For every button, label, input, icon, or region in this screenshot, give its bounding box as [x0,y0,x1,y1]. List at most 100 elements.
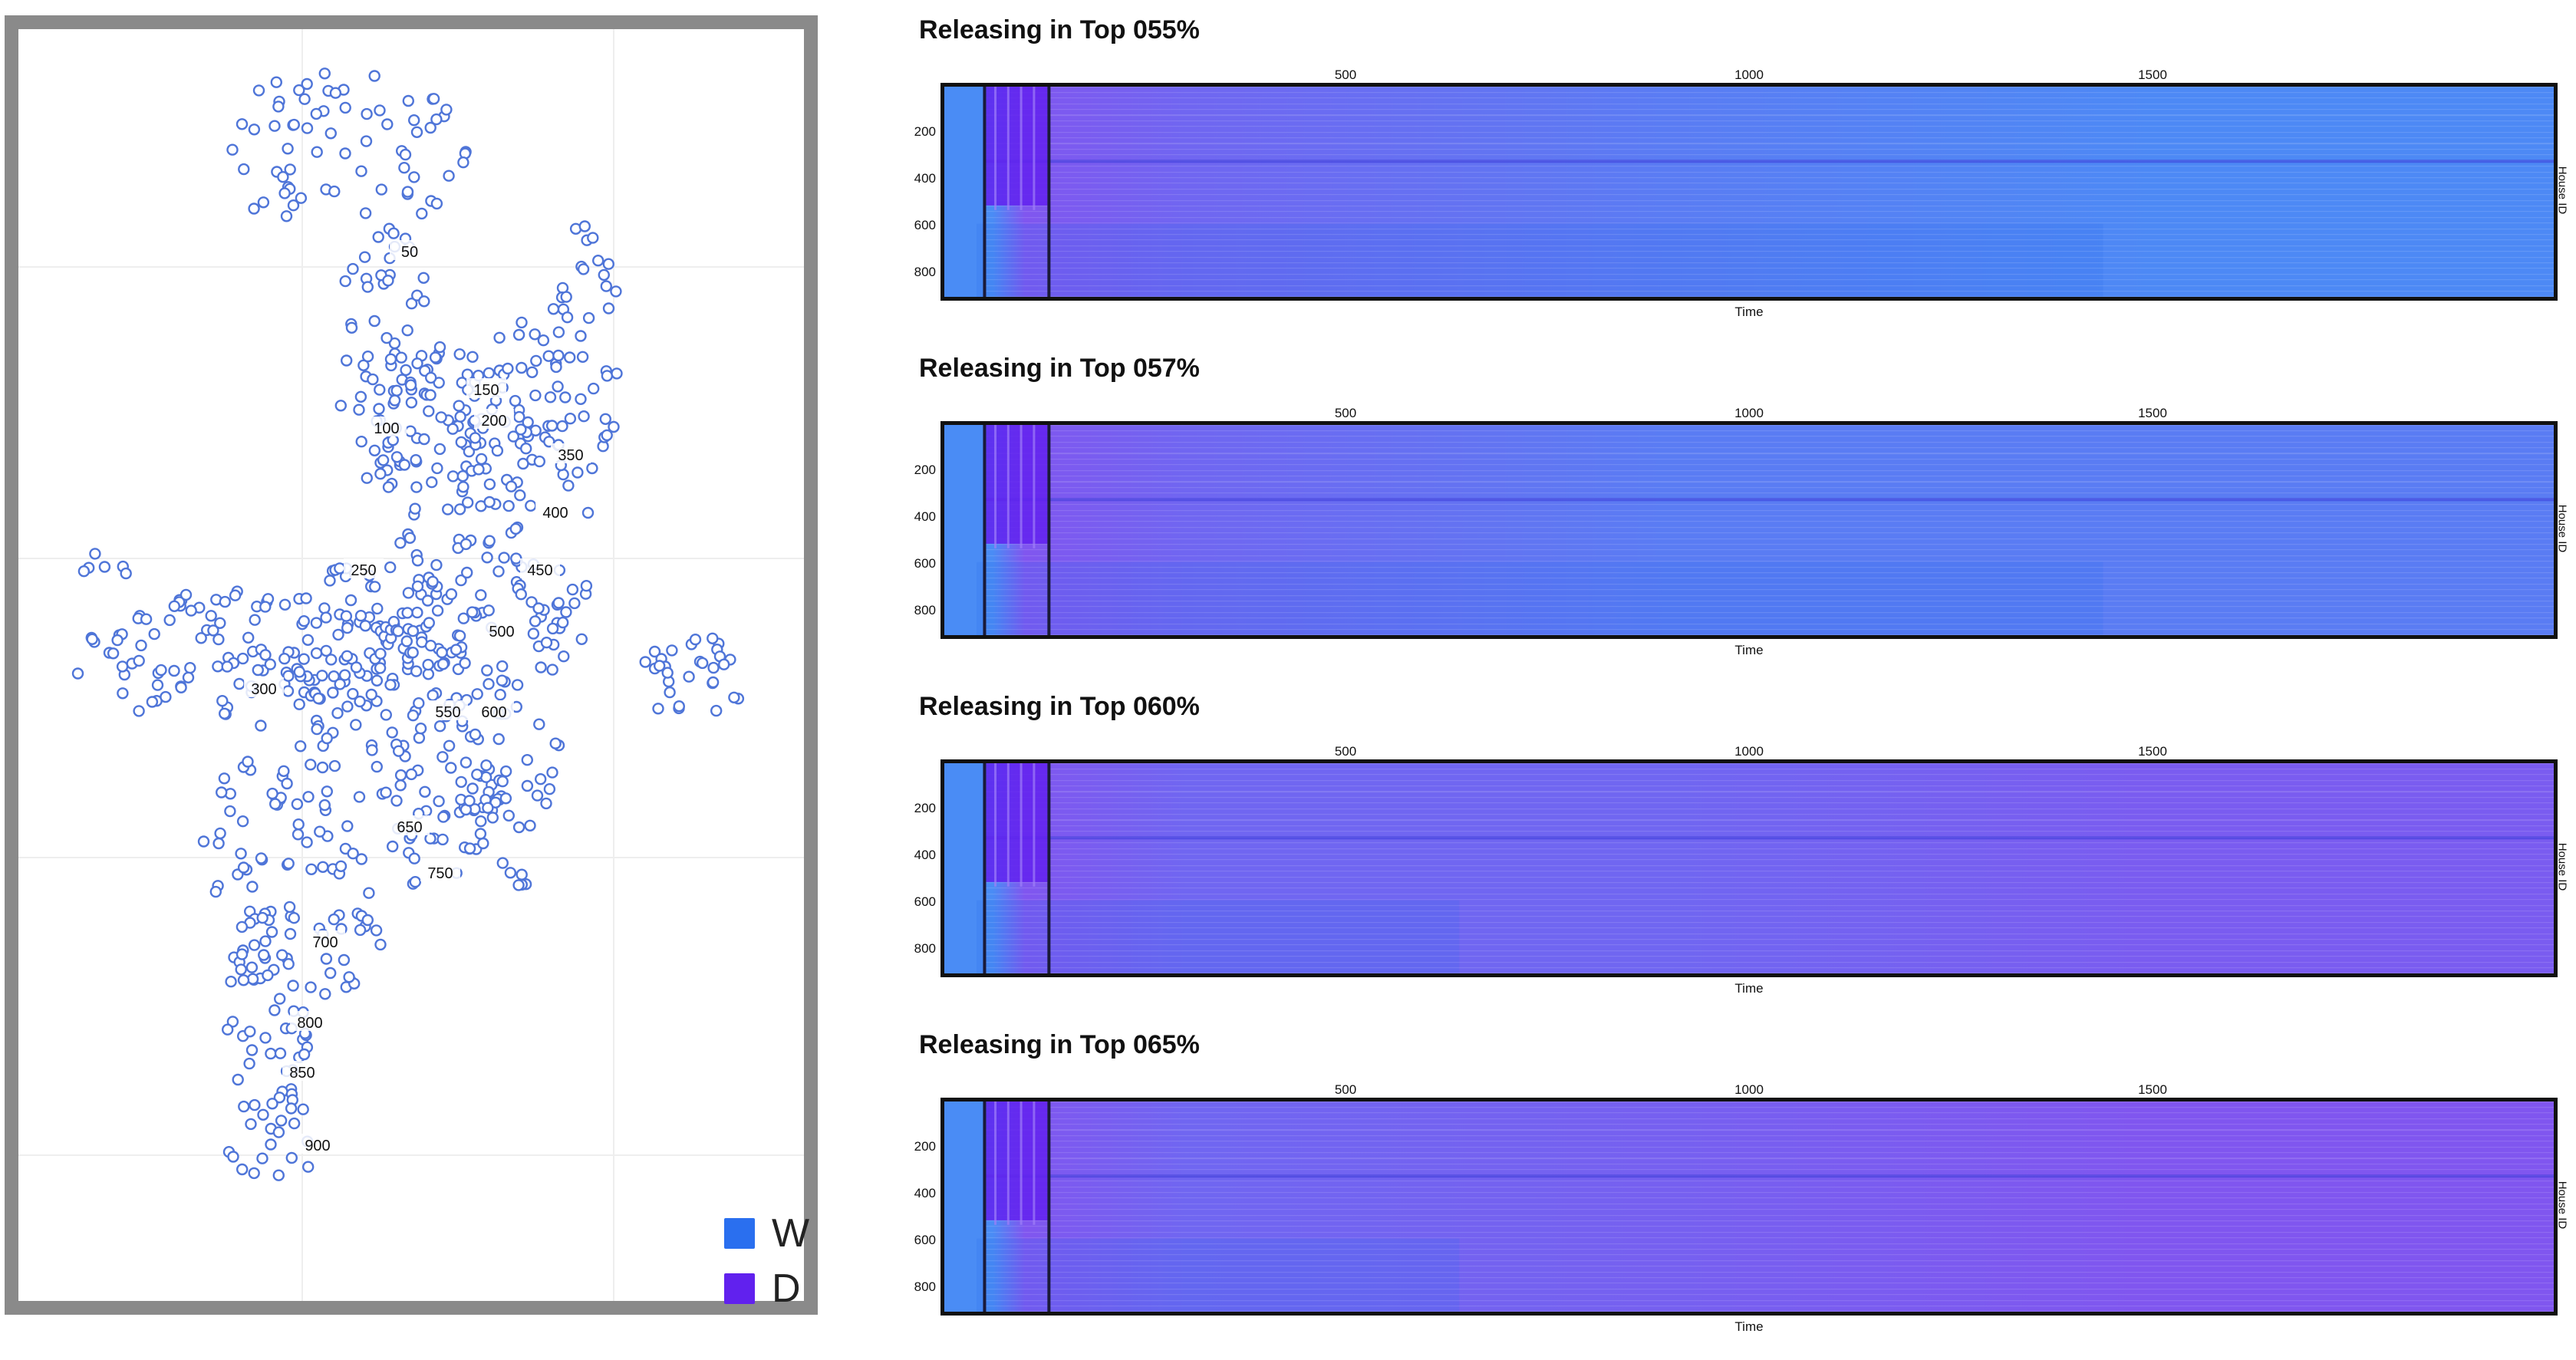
y-tick-800: 800 [914,1279,936,1294]
house-point [225,975,237,988]
house-point [542,350,555,362]
time-marker [983,425,987,635]
house-point [429,351,442,364]
house-point [86,633,98,645]
house-point [421,594,434,607]
row-band [984,257,2554,258]
house-point [586,462,598,475]
house-point [537,334,550,347]
house-point [402,94,414,107]
house-map-scatter: 50 100 150 200 250 300 350 400 450 500 550 600 650 70… [18,29,804,1301]
row-band [984,549,2554,551]
house-point [334,860,348,873]
house-point [504,867,517,879]
house-label: 200 [474,409,514,430]
house-point [282,670,295,682]
heatmap-canvas [944,763,2554,973]
row-band [984,956,2554,957]
row-band [984,1147,2554,1148]
house-point [728,691,740,703]
x-tick-500: 500 [1334,68,1357,82]
house-point [395,351,407,364]
y-tick-400: 400 [914,509,936,524]
house-point [338,953,351,966]
y-tick-400: 400 [914,171,936,186]
house-point [359,620,371,632]
house-label: 900 [298,1134,338,1154]
house-point [525,499,537,512]
house-point [521,779,534,792]
house-point [398,161,410,174]
heatmap-canvas [944,425,2554,635]
house-point [305,759,317,771]
house-point [226,143,239,156]
house-point [416,207,428,220]
house-point [287,980,299,992]
house-point [274,1047,287,1059]
row-band [984,584,2554,585]
house-point [354,695,366,708]
house-point [374,647,387,660]
y-tick-600: 600 [914,218,936,232]
house-point [535,661,547,673]
row-band [984,1112,2554,1114]
house-point [117,687,129,700]
house-point [343,971,355,983]
house-point [422,658,434,671]
row-band [984,447,2554,449]
row-band [984,177,2554,179]
row-band [984,962,2554,963]
house-point [291,798,304,810]
house-point [285,1102,298,1115]
house-point [363,887,375,899]
house-point [354,924,367,937]
house-point [270,76,282,88]
svg-text:700: 700 [312,934,338,951]
x-axis-label: Time [1734,643,1764,657]
house-point [361,914,374,927]
house-point [249,1098,261,1111]
house-point [367,373,379,386]
house-point [683,670,695,683]
house-point [347,847,359,860]
x-tick-1000: 1000 [1734,744,1764,759]
house-point [457,156,469,169]
house-point [236,815,249,828]
svg-text:900: 900 [305,1138,330,1154]
house-point [430,113,443,126]
legend-label-d: D [772,1266,801,1311]
house-label: 250 [344,558,384,579]
house-point [473,463,485,476]
heatmap-canvas [944,1102,2554,1312]
svg-text:600: 600 [481,704,506,721]
house-point [664,686,676,699]
house-point [460,756,473,769]
house-point [520,443,532,455]
house-point [372,231,384,243]
house-point [277,170,289,183]
house-point [404,379,417,391]
house-point [218,772,231,785]
house-point [652,703,664,715]
house-point [354,390,367,403]
row-band [984,780,2554,782]
row-band [984,802,2554,804]
house-point [345,321,358,334]
house-point [341,621,354,634]
house-point [259,601,272,613]
house-point [561,311,574,324]
house-point [483,478,496,490]
house-point [601,370,614,382]
house-point [295,192,308,204]
row-band [984,143,2554,145]
house-point [514,489,526,502]
house-point [382,275,394,287]
house-point [257,1108,269,1121]
heatmap-panel-055: Releasing in Top 055% 500 1000 1500 200 … [913,15,2570,345]
row-band [984,612,2554,614]
w-region [976,900,1460,973]
house-point [502,362,514,375]
house-point [390,384,403,397]
house-point [155,664,167,677]
x-tick-1500: 1500 [2138,406,2167,420]
